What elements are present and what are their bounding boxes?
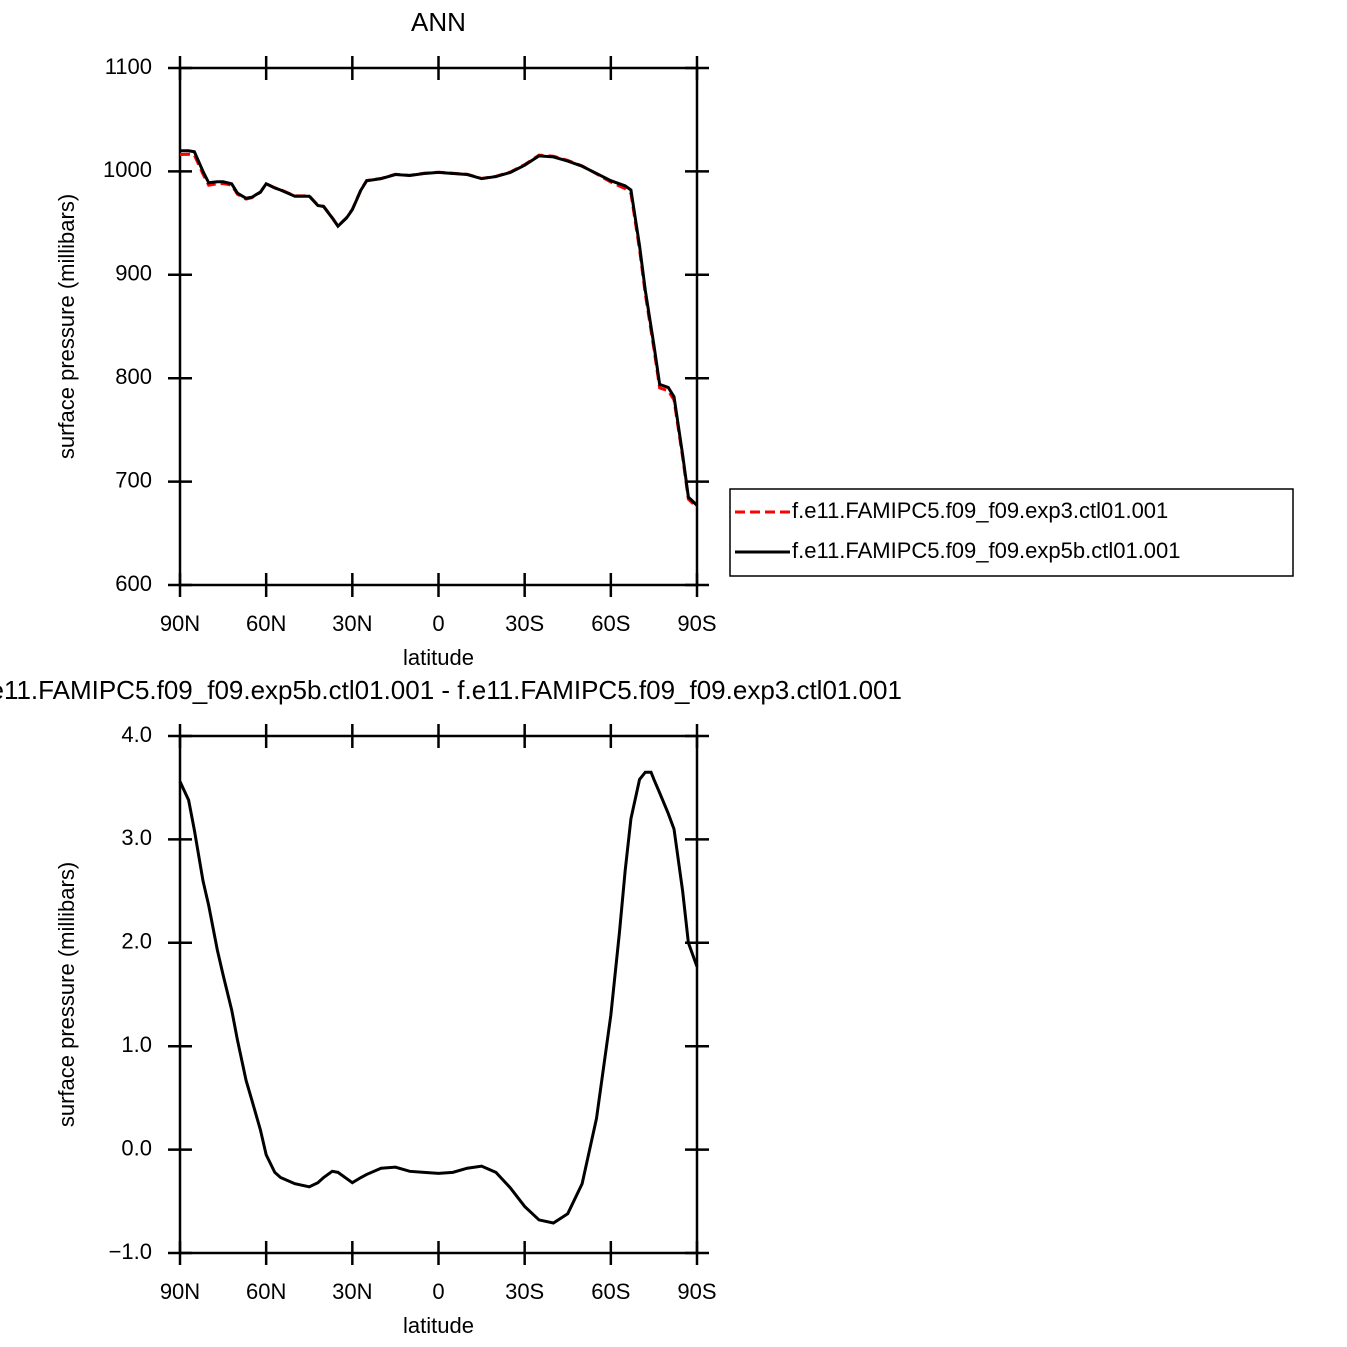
x-tick-label: 60S [591, 1279, 630, 1304]
x-tick-label: 90S [677, 611, 716, 636]
chart-title: f.e11.FAMIPC5.f09_f09.exp5b.ctl01.001 - … [0, 675, 902, 705]
y-tick-label: 3.0 [121, 825, 152, 850]
y-axis-label: surface pressure (millibars) [54, 194, 79, 459]
y-tick-label: 800 [115, 364, 152, 389]
x-tick-label: 60S [591, 611, 630, 636]
legend-label: f.e11.FAMIPC5.f09_f09.exp3.ctl01.001 [792, 498, 1168, 523]
y-tick-label: 1000 [103, 157, 152, 182]
data-line [179, 152, 699, 509]
y-tick-label: 1100 [105, 54, 152, 79]
plot-frame [178, 734, 699, 1255]
y-tick-label: 600 [115, 571, 152, 596]
x-tick-label: 60N [246, 611, 286, 636]
chart-title: ANN [411, 7, 466, 37]
y-axis-label: surface pressure (millibars) [54, 862, 79, 1127]
y-tick-label: −1.0 [109, 1239, 152, 1264]
data-line [180, 149, 699, 507]
x-tick-label: 30S [505, 1279, 544, 1304]
y-tick-label: 2.0 [121, 929, 152, 954]
y-tick-label: 700 [115, 467, 152, 492]
y-tick-label: 1.0 [121, 1032, 152, 1057]
x-tick-label: 30N [332, 1279, 372, 1304]
x-tick-label: 90N [160, 611, 200, 636]
x-tick-label: 60N [246, 1279, 286, 1304]
data-line [178, 770, 699, 1225]
y-tick-label: 0.0 [121, 1135, 152, 1160]
x-axis-label: latitude [403, 645, 474, 670]
x-tick-label: 0 [432, 611, 444, 636]
y-tick-label: 4.0 [121, 722, 152, 747]
x-tick-label: 90S [677, 1279, 716, 1304]
x-tick-label: 90N [160, 1279, 200, 1304]
x-tick-label: 30N [332, 611, 372, 636]
x-tick-label: 30S [505, 611, 544, 636]
plot-frame [178, 66, 699, 587]
x-tick-label: 0 [432, 1279, 444, 1304]
legend-label: f.e11.FAMIPC5.f09_f09.exp5b.ctl01.001 [792, 538, 1181, 563]
y-tick-label: 900 [115, 261, 152, 286]
x-axis-label: latitude [403, 1313, 474, 1338]
legend-box [729, 488, 1294, 577]
